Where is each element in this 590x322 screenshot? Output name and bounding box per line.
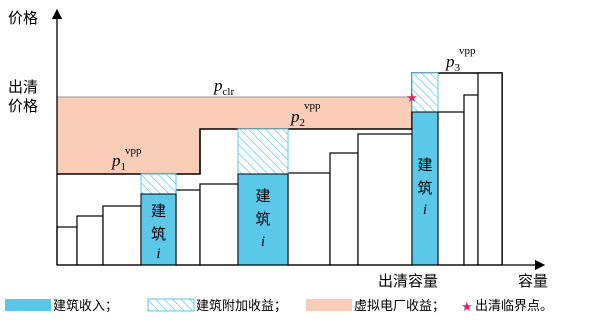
building-label-index: i bbox=[423, 202, 427, 218]
building-label-index: i bbox=[156, 246, 160, 262]
building-income-bar bbox=[140, 193, 177, 266]
building-label-char: 建 bbox=[255, 187, 270, 205]
building-label-char: 建 bbox=[417, 156, 432, 174]
clearing-point-star: ★ bbox=[406, 91, 418, 106]
building-bids bbox=[56, 72, 503, 266]
building-extra-income-hatch bbox=[237, 128, 289, 175]
legend-vpp-income-swatch bbox=[306, 299, 352, 311]
legend-clearing-point-label: 出清临界点。 bbox=[475, 299, 553, 314]
y-axis-label: 价格 bbox=[8, 9, 38, 27]
clearing-price-label: 价格 bbox=[8, 97, 38, 115]
legend-extra-income-label: 建筑附加收益； bbox=[196, 298, 287, 314]
bid-bar bbox=[329, 152, 359, 266]
bid-bar bbox=[76, 215, 104, 266]
bid-bar bbox=[477, 72, 503, 266]
bid-bar bbox=[357, 133, 413, 266]
clearing-capacity-label: 出清容量 bbox=[378, 272, 438, 290]
p3-vpp-sup: vpp bbox=[459, 45, 476, 57]
building-i-1 bbox=[140, 173, 177, 266]
legend-building-income-label: 建筑收入； bbox=[53, 298, 118, 314]
p1-vpp-sup: vpp bbox=[125, 145, 142, 157]
building-label-char: 筑 bbox=[255, 210, 270, 228]
p2-vpp-label: p2 bbox=[290, 107, 305, 129]
bid-bar bbox=[437, 111, 465, 266]
legend: 建筑收入； 建筑附加收益； 虚拟电厂收益； ★ 出清临界点。 bbox=[5, 298, 553, 315]
bid-bar bbox=[56, 226, 78, 266]
building-income-bar bbox=[237, 173, 289, 266]
building-i-3 bbox=[411, 72, 439, 266]
x-axis-label: 容量 bbox=[518, 272, 548, 290]
building-label-char: 筑 bbox=[417, 179, 432, 197]
legend-star-icon: ★ bbox=[461, 300, 473, 315]
clearing-price-label: 出清 bbox=[8, 78, 38, 96]
building-i-2 bbox=[237, 128, 289, 266]
building-label-index: i bbox=[261, 234, 265, 250]
bid-bar bbox=[287, 172, 331, 266]
legend-building-income-swatch bbox=[5, 299, 51, 311]
p2-vpp-sup: vpp bbox=[304, 100, 321, 112]
bid-bar bbox=[199, 183, 239, 266]
bid-bar bbox=[463, 94, 479, 266]
p3-vpp-label: p3 bbox=[445, 52, 461, 74]
vpp-income-area bbox=[57, 97, 412, 174]
legend-vpp-income-label: 虚拟电厂收益； bbox=[354, 299, 445, 314]
building-extra-income-hatch bbox=[140, 173, 177, 195]
bid-bar bbox=[175, 189, 201, 266]
p1-vpp-label: p1 bbox=[111, 151, 126, 173]
legend-extra-income-swatch bbox=[147, 298, 195, 312]
building-label-char: 筑 bbox=[151, 225, 166, 243]
bid-bar bbox=[102, 205, 142, 266]
building-label-char: 建 bbox=[151, 202, 166, 220]
p-clr-label: pclr bbox=[213, 76, 234, 98]
